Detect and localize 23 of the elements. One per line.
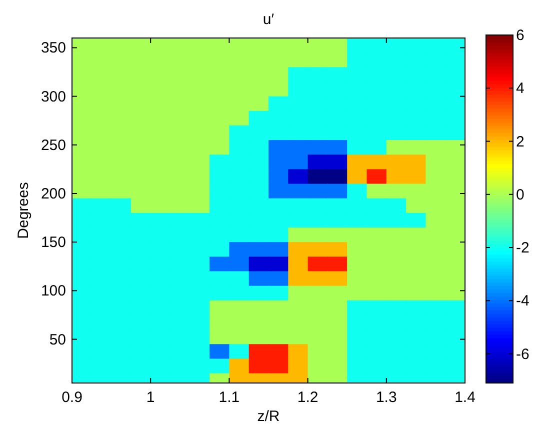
y-tick-label: 250 <box>40 136 66 154</box>
x-tick-label: 1.4 <box>454 389 476 406</box>
x-axis-title: z/R <box>257 408 280 425</box>
y-tick-label: 50 <box>49 331 66 348</box>
y-tick-label: 100 <box>40 282 66 300</box>
y-tick-label: 150 <box>40 234 66 252</box>
x-tick-label: 1.1 <box>218 389 240 406</box>
y-tick-label: 200 <box>40 185 66 202</box>
y-tick-label: 350 <box>40 40 66 57</box>
color-bar-label: -4 <box>516 292 530 310</box>
color-bar-label: 6 <box>516 27 524 44</box>
color-bar-label: -6 <box>516 346 530 363</box>
x-tick-label: 1.2 <box>297 389 318 406</box>
color-bar-label: -2 <box>516 240 530 257</box>
color-bar-label: 0 <box>516 186 524 204</box>
x-tick-label: 1.3 <box>376 389 397 406</box>
y-axis-title: Degrees <box>15 182 32 239</box>
color-bar-label: 4 <box>516 80 524 98</box>
chart-title: u′ <box>262 11 274 28</box>
x-tick-label: 0.9 <box>62 389 82 406</box>
color-bar-label: 2 <box>516 133 524 150</box>
x-tick-label: 1 <box>146 389 155 406</box>
y-tick-label: 300 <box>40 88 66 106</box>
